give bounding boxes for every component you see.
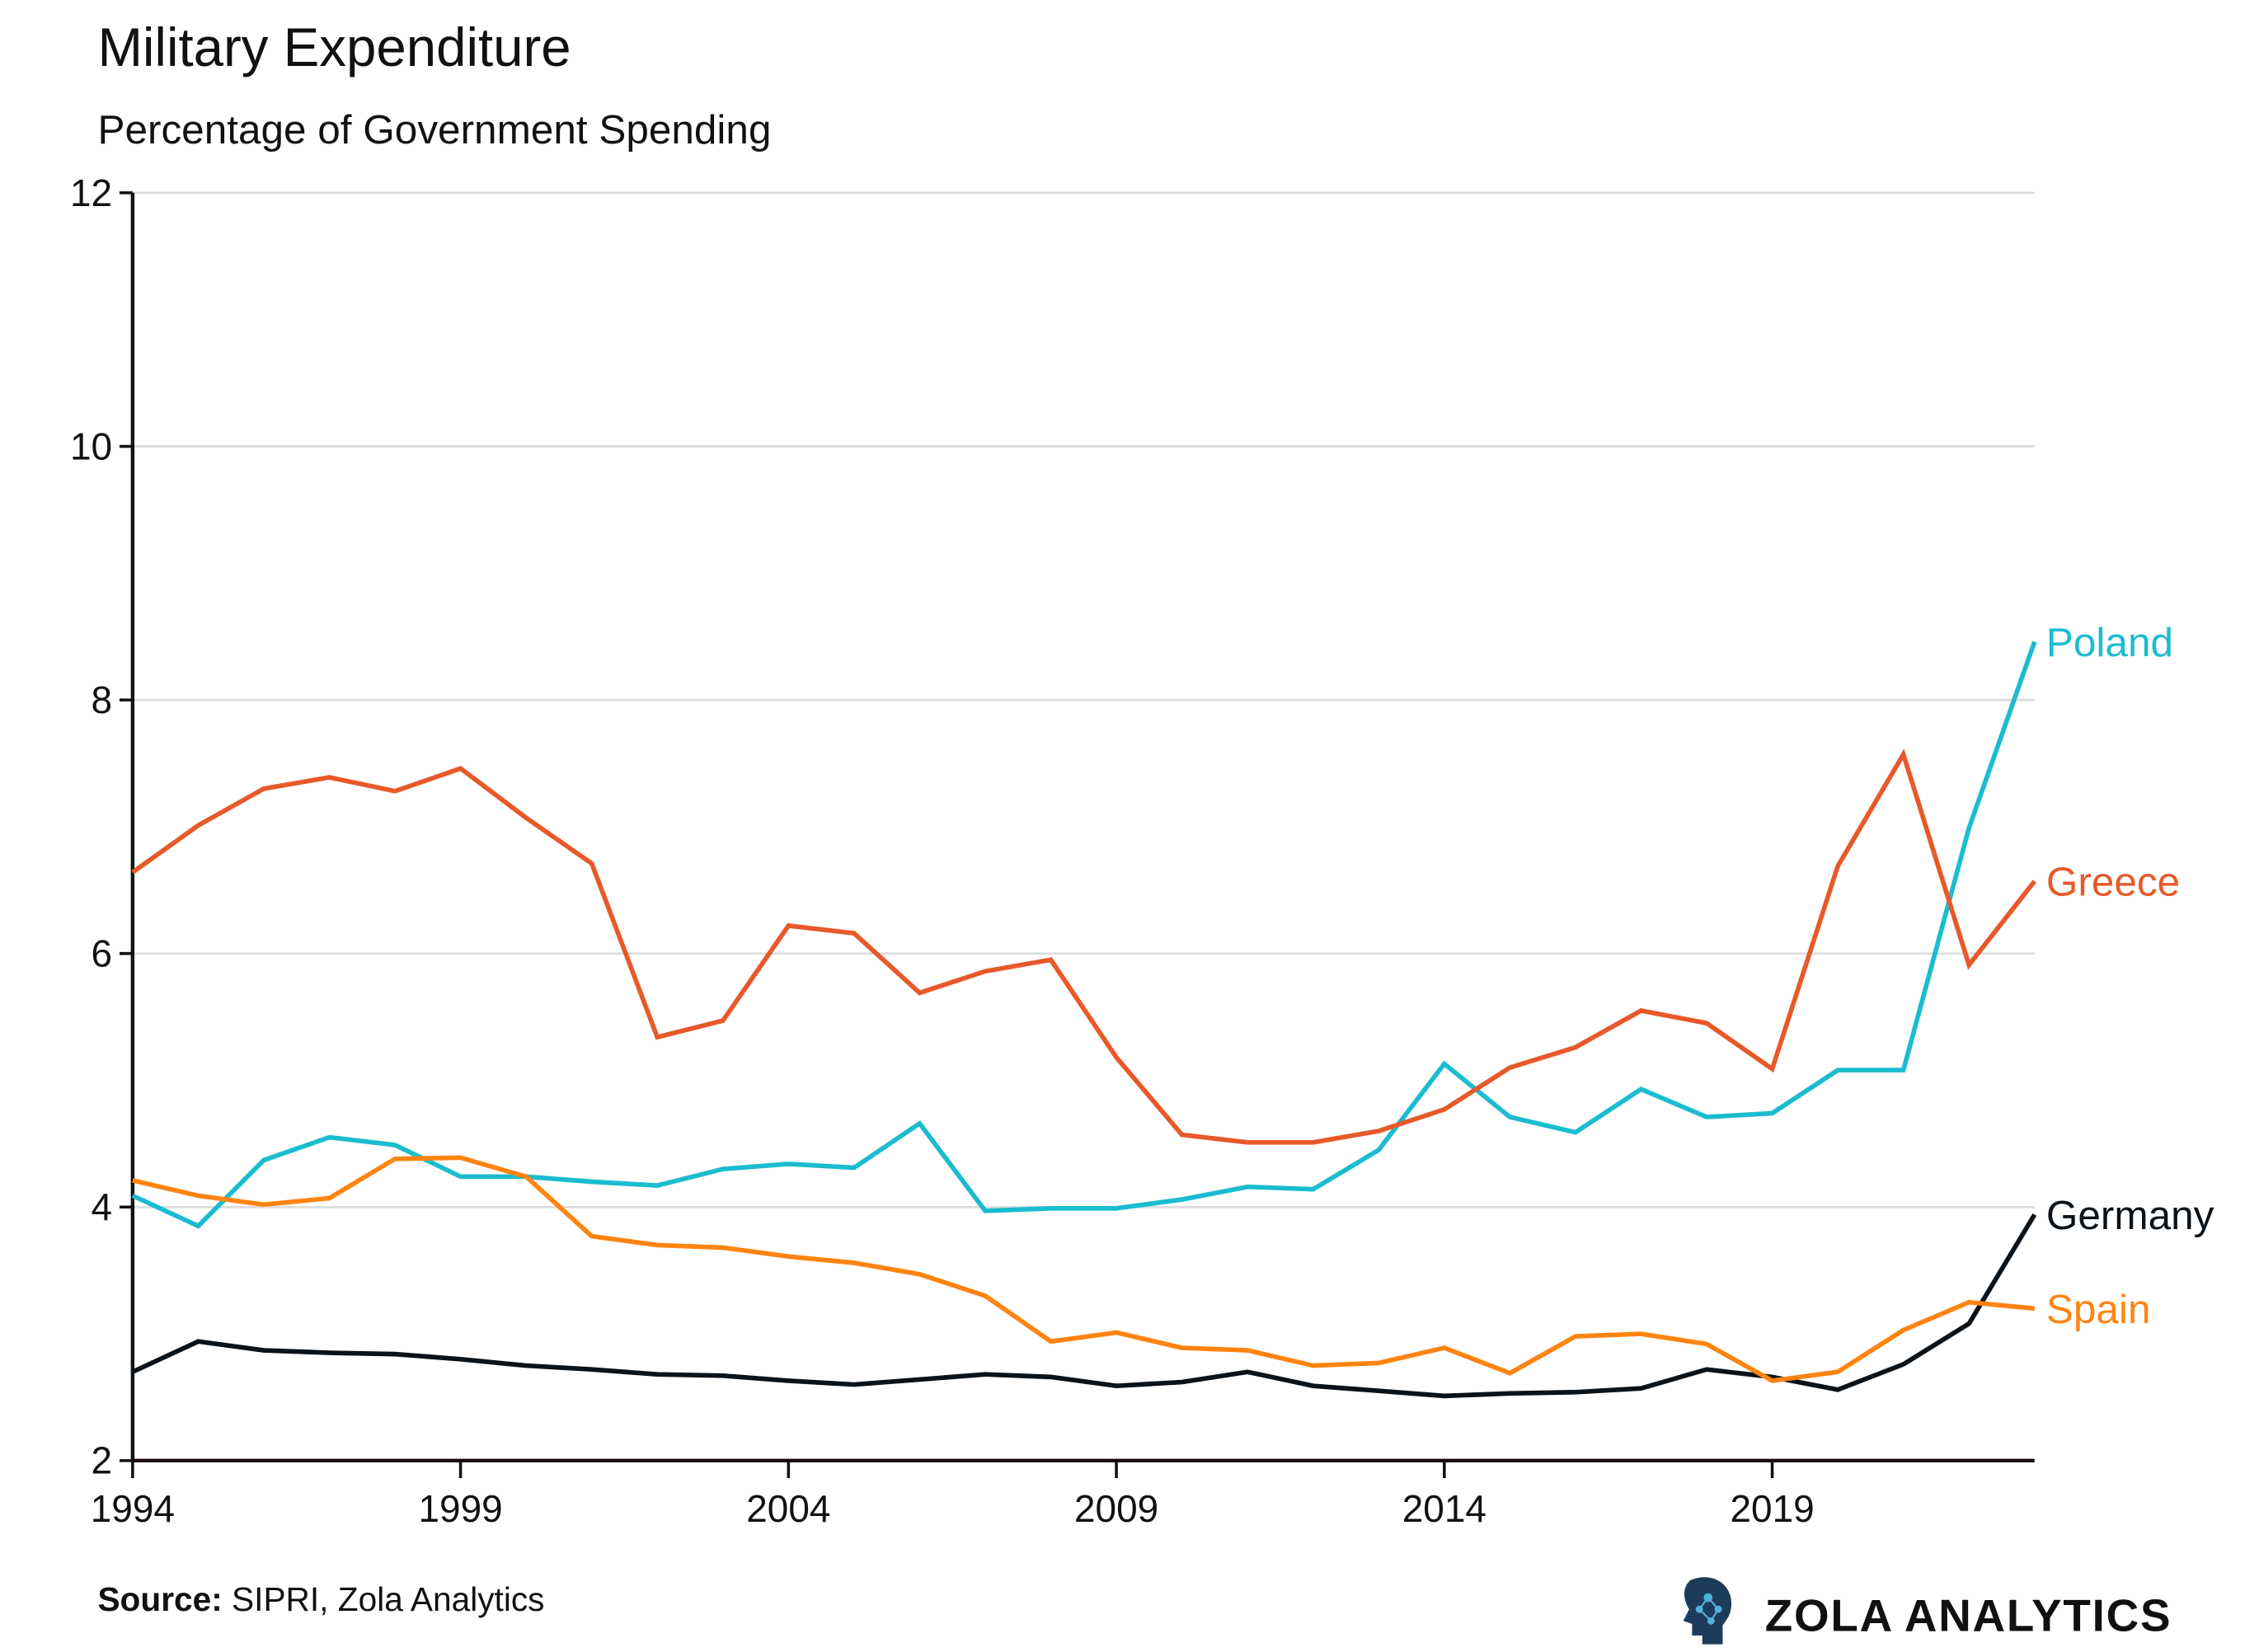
series-lines (131, 641, 2037, 1399)
x-tick-label: 1994 (91, 1487, 175, 1530)
source-text: SIPRI, Zola Analytics (223, 1580, 545, 1618)
series-line-poland (131, 641, 2037, 1229)
series-label-germany: Germany (2046, 1193, 2214, 1238)
source-note: Source: SIPRI, Zola Analytics (97, 1580, 544, 1618)
series-label-greece: Greece (2046, 860, 2180, 905)
brand-name: ZOLA ANALYTICS (1765, 1590, 2172, 1641)
x-tick-label: 2014 (1402, 1487, 1486, 1530)
chart-subtitle: Percentage of Government Spending (97, 107, 771, 153)
y-tick-label: 2 (92, 1439, 113, 1482)
y-tick-label: 6 (92, 932, 113, 975)
series-line-germany (131, 1213, 2037, 1399)
x-axis: 1994 1999 2004 2009 2014 2019 (91, 1458, 2035, 1530)
y-axis: 2 4 6 8 10 12 (70, 171, 135, 1482)
series-line-spain (132, 1155, 2036, 1383)
y-tick-label: 8 (92, 678, 113, 721)
x-tick-label: 1999 (418, 1487, 502, 1530)
y-tick-label: 4 (92, 1185, 113, 1228)
series-line-greece (131, 749, 2036, 1145)
y-tick-label: 10 (70, 425, 112, 467)
source-label: Source: (97, 1580, 222, 1618)
x-tick-label: 2004 (746, 1487, 830, 1530)
series-labels: Poland Greece Germany Spain (2046, 620, 2214, 1332)
gridlines (132, 191, 2035, 1208)
series-label-poland: Poland (2046, 620, 2173, 665)
y-tick-label: 12 (70, 171, 112, 214)
x-tick-label: 2009 (1074, 1487, 1158, 1530)
chart-title: Military Expenditure (97, 17, 571, 77)
x-tick-label: 2019 (1730, 1487, 1814, 1530)
series-label-spain: Spain (2046, 1287, 2151, 1332)
head-circuit-icon (1683, 1577, 1732, 1645)
